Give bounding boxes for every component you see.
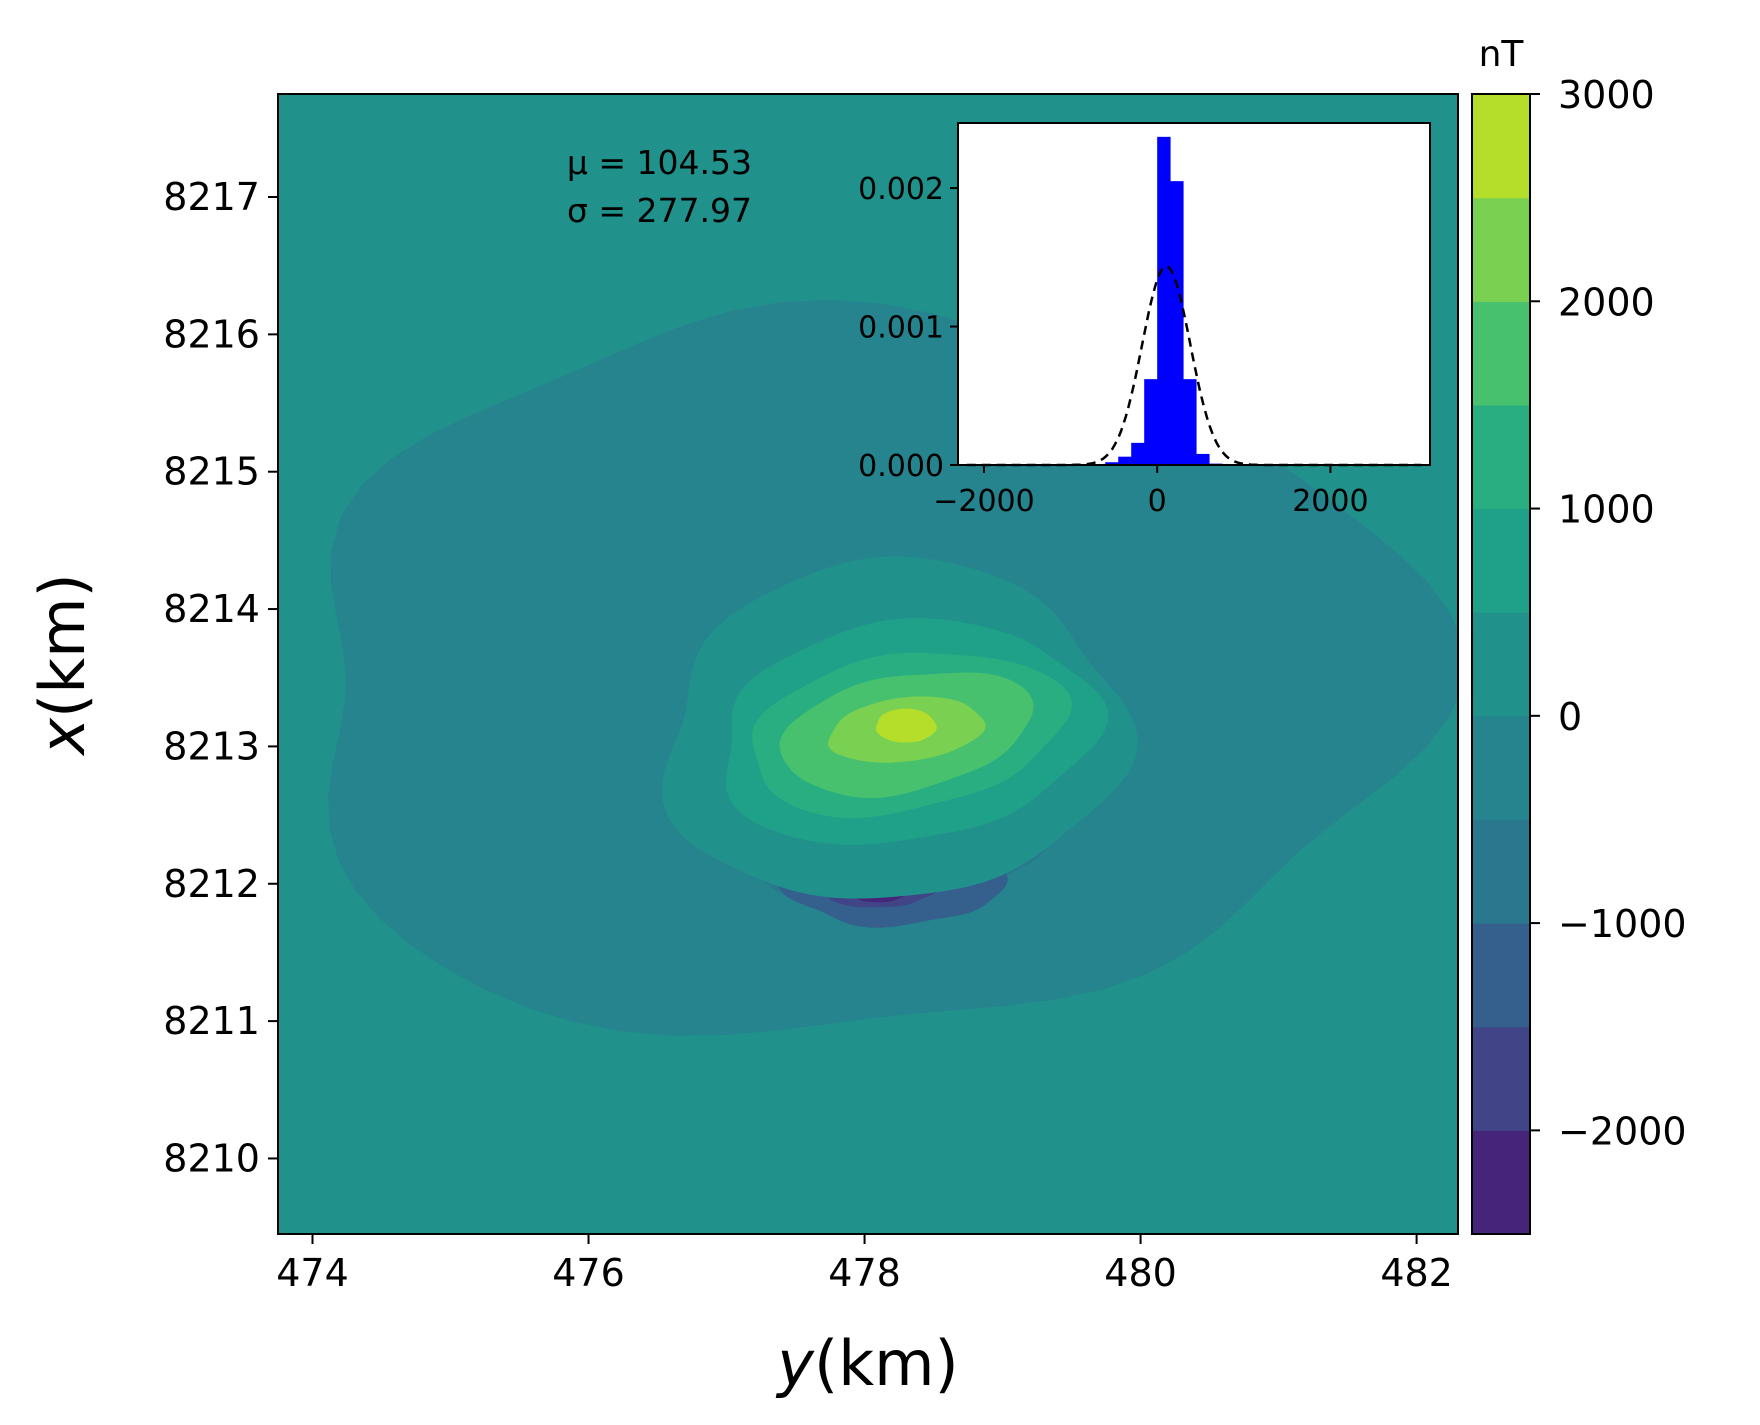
histogram-bar bbox=[1170, 181, 1184, 465]
histogram-x-ticks: −2000 0 2000 bbox=[933, 465, 1369, 519]
x-tick-label: 474 bbox=[276, 1251, 349, 1295]
histogram-bars bbox=[1105, 136, 1223, 465]
colorbar-band bbox=[1472, 404, 1530, 510]
y-tick-label: 8212 bbox=[163, 862, 260, 906]
y-axis-label: x(km) bbox=[26, 573, 99, 756]
y-tick-label: 8210 bbox=[163, 1136, 260, 1180]
histogram-bar bbox=[1196, 453, 1210, 465]
colorbar-band bbox=[1472, 612, 1530, 717]
colorbar-ticks: −2000 −1000 0 1000 2000 3000 bbox=[1530, 73, 1687, 1153]
histogram-x-tick-label: 0 bbox=[1148, 484, 1167, 519]
colorbar-tick-label: 1000 bbox=[1558, 488, 1655, 532]
x-tick-label: 482 bbox=[1380, 1251, 1453, 1295]
colorbar-bands bbox=[1472, 94, 1530, 1235]
colorbar-band bbox=[1472, 197, 1530, 302]
histogram-y-tick-label: 0.002 bbox=[858, 172, 944, 207]
contour-fills bbox=[328, 299, 1458, 1234]
x-tick-label: 476 bbox=[552, 1251, 625, 1295]
x-axis-label: y(km) bbox=[775, 1327, 958, 1400]
histogram-y-tick-label: 0.001 bbox=[858, 311, 944, 346]
colorbar-frame bbox=[1471, 93, 1531, 1235]
y-tick-label: 8214 bbox=[163, 587, 260, 631]
y-tick-label: 8213 bbox=[163, 724, 260, 768]
histogram-inset: −2000 0 2000 0.000 0.001 0.002 bbox=[858, 122, 1431, 519]
histogram-x-tick-label: 2000 bbox=[1292, 484, 1368, 519]
histogram-bar bbox=[1183, 379, 1197, 465]
contour-positive-southeast bbox=[1213, 1182, 1458, 1234]
map-frame bbox=[277, 93, 1459, 1235]
histogram-bar bbox=[1105, 462, 1119, 465]
colorbar: −2000 −1000 0 1000 2000 3000 nT bbox=[1471, 34, 1687, 1235]
histogram-bar bbox=[1118, 456, 1132, 465]
histogram-bar bbox=[1157, 136, 1171, 465]
x-tick-label: 480 bbox=[1104, 1251, 1177, 1295]
x-axis-label-unit: (km) bbox=[814, 1327, 959, 1400]
colorbar-tick-label: −1000 bbox=[1558, 902, 1687, 946]
y-tick-label: 8215 bbox=[163, 450, 260, 494]
colorbar-band bbox=[1472, 1026, 1530, 1131]
colorbar-band bbox=[1472, 819, 1530, 924]
colorbar-band bbox=[1472, 715, 1530, 821]
colorbar-tick-label: 3000 bbox=[1558, 73, 1655, 117]
histogram-bar bbox=[1144, 379, 1158, 465]
colorbar-band bbox=[1472, 1130, 1530, 1235]
colorbar-band bbox=[1472, 94, 1530, 199]
y-tick-label: 8211 bbox=[163, 999, 260, 1043]
colorbar-unit-label: nT bbox=[1479, 34, 1525, 75]
colorbar-tick-label: 0 bbox=[1558, 695, 1582, 739]
std-annotation: σ = 277.97 bbox=[567, 191, 752, 230]
map-x-ticks: 474 476 478 480 482 bbox=[276, 1234, 1453, 1295]
colorbar-band bbox=[1472, 301, 1530, 406]
y-axis-label-var: x bbox=[26, 717, 99, 757]
y-tick-label: 8216 bbox=[163, 312, 260, 356]
contour-high-core bbox=[876, 708, 937, 743]
histogram-bar bbox=[1131, 442, 1145, 465]
map-y-ticks: 8210 8211 8212 8213 8214 8215 8216 8217 bbox=[163, 175, 278, 1180]
colorbar-band bbox=[1472, 508, 1530, 613]
histogram-y-tick-label: 0.000 bbox=[858, 449, 944, 484]
y-axis-label-unit: (km) bbox=[26, 573, 99, 718]
colorbar-band bbox=[1472, 923, 1530, 1028]
x-axis-label-var: y bbox=[775, 1327, 815, 1400]
histogram-y-ticks: 0.000 0.001 0.002 bbox=[858, 172, 958, 484]
histogram-x-tick-label: −2000 bbox=[933, 484, 1034, 519]
histogram-frame bbox=[957, 122, 1431, 466]
colorbar-tick-label: 2000 bbox=[1558, 280, 1655, 324]
y-tick-label: 8217 bbox=[163, 175, 260, 219]
colorbar-tick-label: −2000 bbox=[1558, 1109, 1687, 1153]
mean-annotation: μ = 104.53 bbox=[567, 143, 752, 182]
x-tick-label: 478 bbox=[828, 1251, 901, 1295]
